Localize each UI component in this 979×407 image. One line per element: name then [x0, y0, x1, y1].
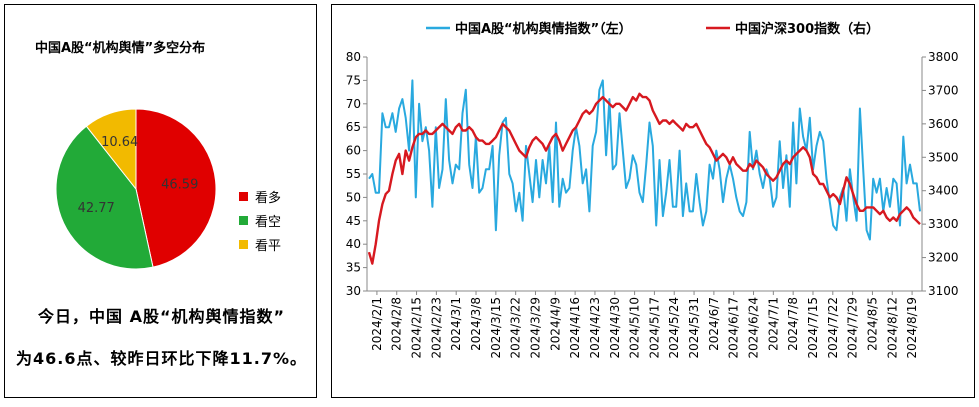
- x-tick-label: 2024/3/22: [509, 297, 523, 359]
- x-tick-label: 2024/4/30: [608, 297, 622, 359]
- x-tick-label: 2024/7/1: [766, 297, 780, 351]
- x-tick-label: 2024/7/15: [806, 297, 820, 359]
- x-tick-label: 2024/8/12: [885, 297, 899, 359]
- left-y-tick-label: 35: [346, 261, 361, 275]
- line-chart-panel: 30 35 40 45 50 55 60 65 70 75 80 3100 3200 3300 3400 35…: [331, 4, 975, 398]
- x-tick-label: 2024/2/8: [390, 297, 404, 351]
- right-y-tick-label: 3700: [928, 83, 959, 97]
- legend-swatch-bearish: [239, 216, 248, 225]
- x-tick-label: 2024/2/1: [370, 297, 384, 351]
- x-tick-label: 2024/6/17: [727, 297, 741, 359]
- right-y-tick-label: 3500: [928, 150, 959, 164]
- x-tick-label: 2024/8/19: [905, 297, 919, 359]
- x-tick-label: 2024/5/24: [667, 297, 681, 359]
- left-y-tick-label: 40: [346, 237, 361, 251]
- x-tick-label: 2024/3/29: [528, 297, 542, 359]
- x-tick-label: 2024/3/1: [449, 297, 463, 351]
- legend-label-sentiment: 中国A股“机构舆情指数”（左）: [455, 21, 632, 37]
- pie-value-label-bullish: 46.59: [161, 177, 198, 192]
- left-y-tick-label: 75: [346, 73, 361, 87]
- legend-swatch-neutral: [239, 240, 248, 249]
- legend-item-bearish: 看空: [239, 211, 281, 230]
- right-y-tick-label: 3400: [928, 184, 959, 198]
- legend-label-bullish: 看多: [255, 191, 282, 206]
- legend-item-neutral: 看平: [239, 235, 281, 254]
- x-tick-label: 2024/3/15: [489, 297, 503, 359]
- left-y-tick-label: 50: [346, 190, 361, 204]
- pie-chart: 46.59 42.77 10.64: [55, 108, 217, 270]
- pie-chart-title: 中国A股“机构舆情”多空分布: [35, 41, 206, 56]
- legend-label-csi300: 中国沪深300指数（右）: [735, 21, 879, 37]
- x-tick-label: 2024/4/23: [588, 297, 602, 359]
- x-tick-label: 2024/4/9: [548, 297, 562, 351]
- summary-line-2: 为46.6点、较昨日环比下降11.7%。: [16, 349, 307, 368]
- pie-value-label-bearish: 42.77: [78, 201, 115, 216]
- summary-line-1: 今日，中国 A股“机构舆情指数”: [38, 307, 285, 326]
- x-tick-label: 2024/2/15: [410, 297, 424, 359]
- legend-label-neutral: 看平: [255, 239, 282, 254]
- x-tick-label: 2024/7/22: [826, 297, 840, 359]
- left-y-tick-label: 45: [346, 214, 361, 228]
- right-y-tick-label: 3800: [928, 50, 959, 64]
- pie-slice-bullish: [135, 108, 217, 268]
- left-y-tick-label: 30: [346, 284, 361, 298]
- series-line-csi300: [367, 92, 921, 265]
- x-tick-label: 2024/3/8: [469, 297, 483, 351]
- series-line-sentiment: [368, 79, 921, 241]
- right-y-tick-label: 3200: [928, 251, 959, 265]
- x-tick-label: 2024/8/5: [865, 297, 879, 351]
- x-tick-label: 2024/6/24: [747, 297, 761, 359]
- left-y-tick-label: 80: [346, 50, 361, 64]
- x-tick-label: 2024/7/29: [846, 297, 860, 359]
- right-y-tick-label: 3600: [928, 117, 959, 131]
- legend-label-bearish: 看空: [255, 215, 282, 230]
- x-tick-label: 2024/5/31: [687, 297, 701, 359]
- legend-item-bullish: 看多: [239, 187, 281, 206]
- pie-slice-neutral: [85, 108, 137, 191]
- x-tick-label: 2024/4/16: [568, 297, 582, 359]
- right-y-tick-label: 3100: [928, 284, 959, 298]
- pie-panel: 中国A股“机构舆情”多空分布 46.59 42.77 10.64 看多 看空 看平 …: [4, 4, 317, 398]
- pie-value-label-neutral: 10.64: [101, 135, 138, 150]
- left-y-tick-label: 55: [346, 167, 361, 181]
- right-y-tick-label: 3300: [928, 217, 959, 231]
- left-y-tick-label: 65: [346, 120, 361, 134]
- left-y-tick-label: 70: [346, 97, 361, 111]
- x-tick-label: 2024/7/8: [786, 297, 800, 351]
- pie-slice-bearish: [55, 125, 154, 270]
- x-tick-label: 2024/6/7: [707, 297, 721, 351]
- x-tick-label: 2024/2/23: [429, 297, 443, 359]
- left-y-tick-label: 60: [346, 144, 361, 158]
- line-chart: 30 35 40 45 50 55 60 65 70 75 80 3100 3200 3300 3400 35…: [346, 21, 959, 359]
- x-tick-label: 2024/5/17: [647, 297, 661, 359]
- x-tick-label: 2024/5/10: [628, 297, 642, 359]
- legend-swatch-bullish: [239, 192, 248, 201]
